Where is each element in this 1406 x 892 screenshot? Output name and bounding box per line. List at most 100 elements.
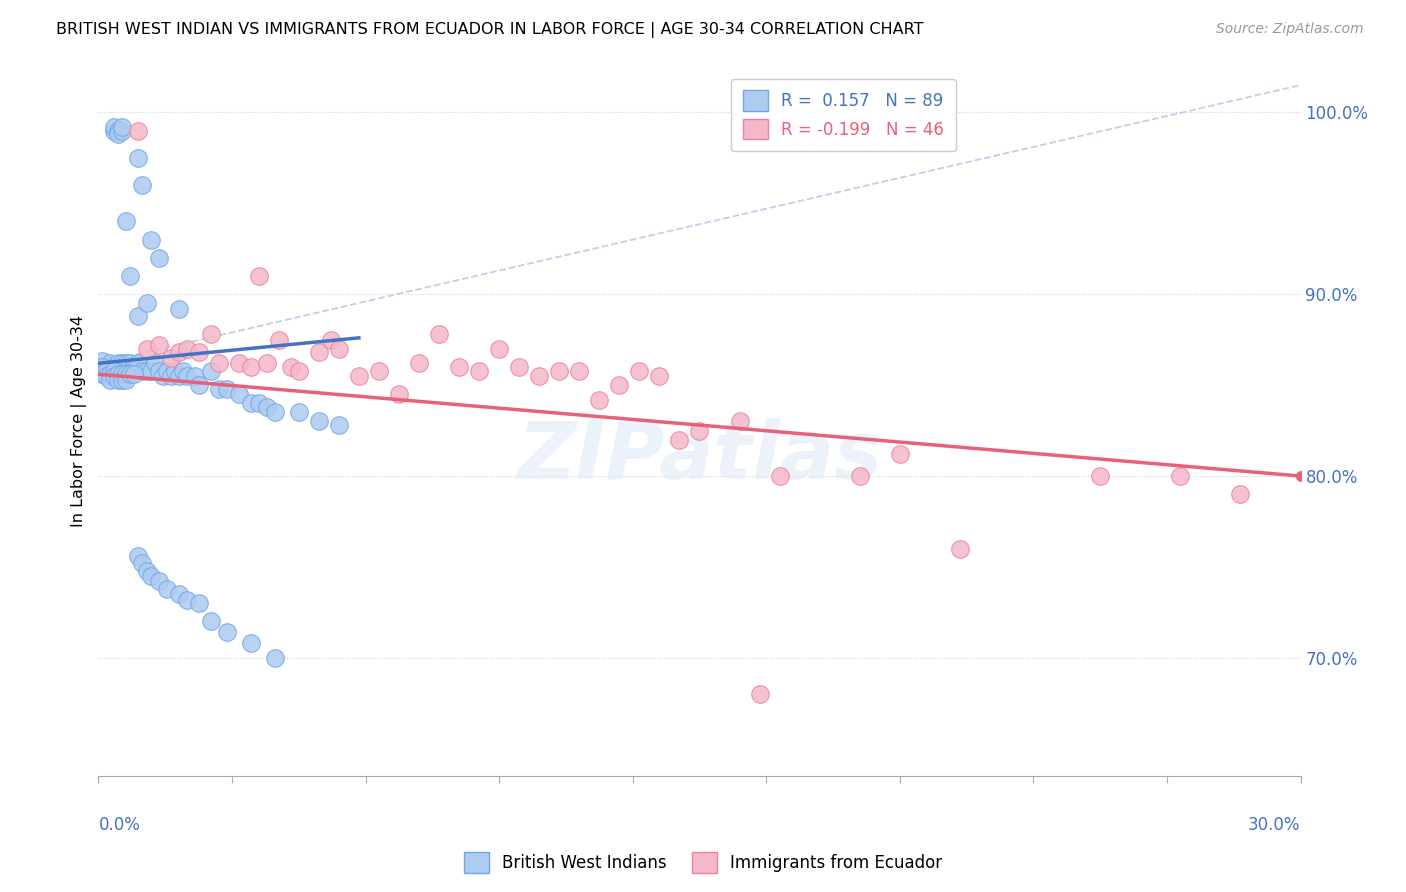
Point [468,363,491,377]
Point [548,363,571,377]
Point [124,368,146,382]
Point [152,369,174,384]
Point [135,363,157,377]
Point [96,359,118,374]
Text: ZIPatlas: ZIPatlas [517,418,882,496]
Point [107,356,129,370]
Point [319,333,342,347]
Point [949,541,972,556]
Point [96,369,118,384]
Point [1229,487,1251,501]
Point [200,615,222,629]
Point [239,636,262,650]
Point [155,363,177,377]
Point [143,356,166,370]
Point [176,369,198,384]
Text: 30.0%: 30.0% [1249,816,1301,834]
Point [215,382,238,396]
Point [668,433,690,447]
Point [111,368,134,382]
Point [128,151,150,165]
Point [308,414,330,429]
Point [148,574,170,589]
Point [588,392,610,407]
Text: BRITISH WEST INDIAN VS IMMIGRANTS FROM ECUADOR IN LABOR FORCE | AGE 30-34 CORREL: BRITISH WEST INDIAN VS IMMIGRANTS FROM E… [56,22,924,38]
Point [247,268,270,283]
Point [124,363,146,377]
Point [103,363,125,377]
Point [103,369,125,384]
Point [115,368,138,382]
Point [107,363,129,377]
Point [159,351,181,365]
Point [280,359,302,374]
Point [167,587,190,601]
Point [408,356,430,370]
Point [131,557,153,571]
Point [91,359,114,374]
Point [100,363,122,377]
Point [239,359,262,374]
Point [135,564,157,578]
Point [135,296,157,310]
Legend: British West Indians, Immigrants from Ecuador: British West Indians, Immigrants from Ec… [457,846,949,880]
Y-axis label: In Labor Force | Age 30-34: In Labor Force | Age 30-34 [72,316,87,527]
Point [120,268,142,283]
Point [239,396,262,410]
Point [111,123,134,137]
Point [183,369,205,384]
Point [200,363,222,377]
Point [100,356,122,370]
Point [148,338,170,352]
Point [128,309,150,323]
Point [115,214,138,228]
Point [215,625,238,640]
Point [103,123,125,137]
Point [139,363,162,377]
Point [115,363,138,377]
Point [128,123,150,137]
Point [263,651,285,665]
Point [96,363,118,377]
Point [288,363,311,377]
Point [111,120,134,134]
Point [103,359,125,374]
Point [100,373,122,387]
Point [200,327,222,342]
Point [648,369,671,384]
Point [100,369,122,384]
Point [769,469,792,483]
Point [159,369,181,384]
Point [748,687,770,701]
Point [167,345,190,359]
Point [427,327,450,342]
Point [256,400,278,414]
Point [115,356,138,370]
Point [347,369,370,384]
Point [111,356,134,370]
Point [228,356,250,370]
Point [167,301,190,316]
Point [131,178,153,193]
Text: 0.0%: 0.0% [98,816,141,834]
Point [100,368,122,382]
Point [488,342,510,356]
Point [889,447,911,461]
Point [187,345,209,359]
Point [115,373,138,387]
Point [228,387,250,401]
Point [308,345,330,359]
Point [128,549,150,563]
Point [208,382,231,396]
Point [107,123,129,137]
Point [107,373,129,387]
Point [176,592,198,607]
Point [609,378,631,392]
Point [247,396,270,410]
Point [148,251,170,265]
Point [91,368,114,382]
Point [103,120,125,134]
Point [508,359,530,374]
Point [96,363,118,377]
Point [368,363,391,377]
